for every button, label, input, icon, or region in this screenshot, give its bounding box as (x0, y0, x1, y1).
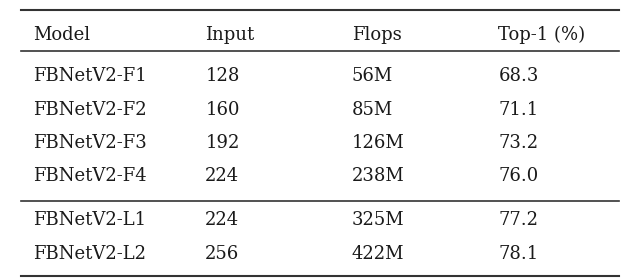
Text: 160: 160 (205, 101, 240, 118)
Text: FBNetV2-L2: FBNetV2-L2 (33, 245, 147, 263)
Text: 128: 128 (205, 67, 239, 85)
Text: Input: Input (205, 26, 255, 44)
Text: 192: 192 (205, 134, 239, 152)
Text: 224: 224 (205, 167, 239, 185)
Text: 77.2: 77.2 (499, 211, 538, 229)
Text: 422M: 422M (352, 245, 404, 263)
Text: FBNetV2-F2: FBNetV2-F2 (33, 101, 147, 118)
Text: Top-1 (%): Top-1 (%) (499, 25, 586, 44)
Text: 238M: 238M (352, 167, 404, 185)
Text: Flops: Flops (352, 26, 402, 44)
Text: 68.3: 68.3 (499, 67, 539, 85)
Text: Model: Model (33, 26, 90, 44)
Text: 224: 224 (205, 211, 239, 229)
Text: 73.2: 73.2 (499, 134, 538, 152)
Text: FBNetV2-L1: FBNetV2-L1 (33, 211, 147, 229)
Text: FBNetV2-F3: FBNetV2-F3 (33, 134, 147, 152)
Text: FBNetV2-F1: FBNetV2-F1 (33, 67, 147, 85)
Text: 256: 256 (205, 245, 239, 263)
Text: FBNetV2-F4: FBNetV2-F4 (33, 167, 147, 185)
Text: 325M: 325M (352, 211, 404, 229)
Text: 78.1: 78.1 (499, 245, 539, 263)
Text: 56M: 56M (352, 67, 393, 85)
Text: 76.0: 76.0 (499, 167, 539, 185)
Text: 126M: 126M (352, 134, 404, 152)
Text: 85M: 85M (352, 101, 393, 118)
Text: 71.1: 71.1 (499, 101, 539, 118)
